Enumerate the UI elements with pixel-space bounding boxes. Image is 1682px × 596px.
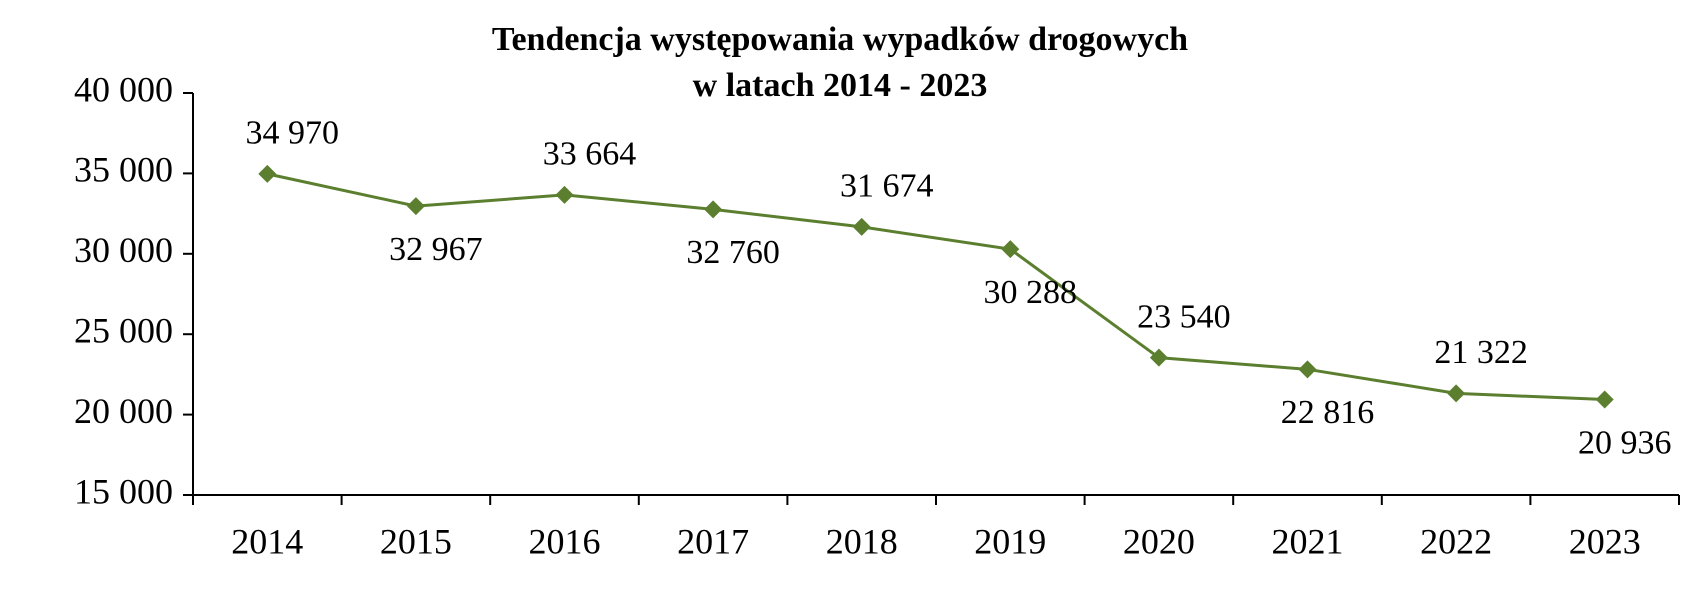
marker — [555, 185, 574, 204]
chart-title: Tendencja występowania wypadków drogowyc… — [492, 21, 1188, 58]
marker — [1595, 390, 1614, 409]
y-tick-label: 25 000 — [74, 310, 173, 350]
x-tick-label: 2015 — [380, 521, 452, 561]
y-tick-label: 30 000 — [74, 230, 173, 270]
marker — [704, 200, 723, 219]
x-tick-label: 2016 — [529, 521, 601, 561]
chart-title: w latach 2014 - 2023 — [693, 67, 988, 104]
marker — [1001, 240, 1020, 259]
x-tick-label: 2019 — [974, 521, 1046, 561]
data-label: 30 288 — [984, 274, 1078, 311]
x-tick-label: 2020 — [1123, 521, 1195, 561]
y-tick-label: 20 000 — [74, 391, 173, 431]
line — [266, 172, 1605, 402]
marker — [852, 217, 871, 236]
y-tick-label: 35 000 — [74, 150, 173, 190]
data-label: 23 540 — [1137, 298, 1231, 335]
x-tick-label: 2023 — [1569, 521, 1641, 561]
x-tick-label: 2018 — [826, 521, 898, 561]
marker — [258, 164, 277, 183]
data-label: 32 967 — [389, 231, 483, 268]
marker — [406, 197, 425, 216]
data-label: 20 936 — [1578, 424, 1672, 461]
data-label: 31 674 — [840, 168, 934, 205]
data-label: 22 816 — [1281, 394, 1375, 431]
data-label: 32 760 — [686, 234, 780, 271]
x-tick-label: 2022 — [1420, 521, 1492, 561]
y-tick-label: 15 000 — [74, 471, 173, 511]
x-tick-label: 2021 — [1272, 521, 1344, 561]
data-label: 33 664 — [543, 136, 637, 173]
x-tick-label: 2017 — [677, 521, 749, 561]
data-label: 34 970 — [246, 115, 340, 152]
x-tick-label: 2014 — [231, 521, 303, 561]
y-tick-label: 40 000 — [74, 69, 173, 109]
marker — [1447, 384, 1466, 403]
marker — [1298, 360, 1317, 379]
data-label: 21 322 — [1434, 334, 1528, 371]
marker — [1149, 348, 1168, 367]
